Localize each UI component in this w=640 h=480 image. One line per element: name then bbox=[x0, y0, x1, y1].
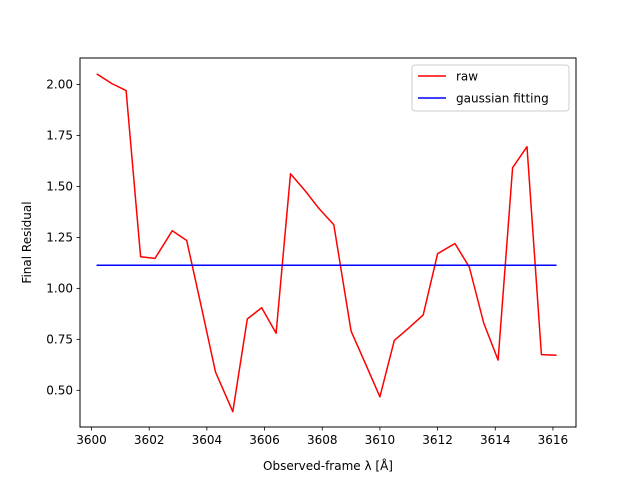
x-tick-label: 3600 bbox=[76, 433, 107, 447]
y-axis-title: Final Residual bbox=[20, 201, 34, 283]
y-tick-label: 2.00 bbox=[46, 78, 73, 92]
series-line-raw bbox=[96, 73, 557, 413]
x-tick-label: 3606 bbox=[249, 433, 280, 447]
x-tick-label: 3604 bbox=[192, 433, 223, 447]
y-tick-label: 0.50 bbox=[46, 383, 73, 397]
x-tick-label: 3608 bbox=[307, 433, 338, 447]
x-tick-label: 3614 bbox=[480, 433, 511, 447]
y-tick-label: 0.75 bbox=[46, 332, 73, 346]
y-tick-label: 1.75 bbox=[46, 128, 73, 142]
x-axis-title: Observed-frame λ [Å] bbox=[263, 458, 393, 473]
y-tick-label: 1.00 bbox=[46, 281, 73, 295]
legend-label-gaussian-fitting: gaussian fitting bbox=[456, 92, 549, 106]
legend: raw gaussian fitting bbox=[411, 64, 570, 112]
series-layer bbox=[96, 73, 557, 413]
x-tick-label: 3612 bbox=[422, 433, 453, 447]
x-tick-label: 3602 bbox=[134, 433, 165, 447]
y-axis-ticks: 0.50 0.75 1.00 1.25 1.50 1.75 2.00 bbox=[46, 78, 80, 397]
plot-frame bbox=[79, 57, 577, 428]
x-tick-label: 3616 bbox=[538, 433, 569, 447]
x-tick-label: 3610 bbox=[365, 433, 396, 447]
legend-box bbox=[411, 64, 570, 112]
y-tick-label: 1.50 bbox=[46, 179, 73, 193]
y-tick-label: 1.25 bbox=[46, 230, 73, 244]
legend-label-raw: raw bbox=[456, 70, 478, 84]
x-axis-ticks: 3600 3602 3604 3606 3608 3610 3612 3614 3616 bbox=[76, 427, 568, 447]
